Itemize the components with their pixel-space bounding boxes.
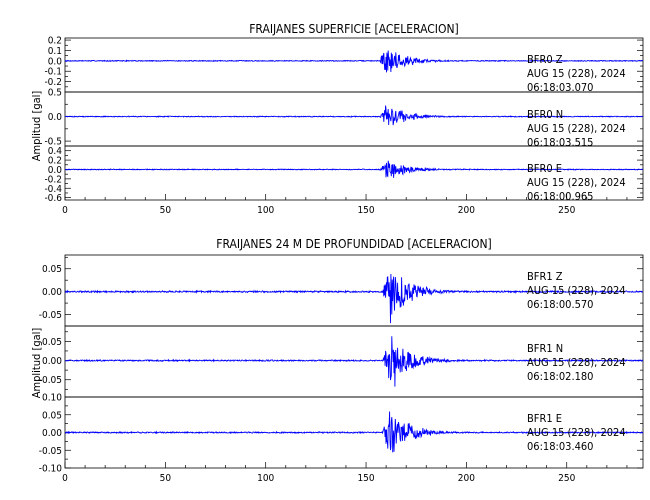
y-tick-label: -0.05 — [39, 310, 62, 321]
x-axis: 0 50 100 150 200 250 — [62, 462, 628, 484]
y-tick-label: 0.10 — [42, 393, 62, 404]
trace-panel-bfr0-e: 0.40.20.0-0.2-0.4-0.6 — [44, 145, 644, 204]
y-tick-label: 0.2 — [48, 36, 62, 47]
y-tick-label: 0.4 — [48, 146, 63, 157]
seismic-trace — [64, 273, 643, 324]
seismic-trace — [64, 411, 644, 453]
y-tick-label: 0.2 — [48, 156, 62, 167]
x-tick-label: 100 — [257, 205, 274, 216]
seismic-trace — [64, 336, 643, 387]
y-tick-label: 0.5 — [48, 88, 62, 99]
x-tick-label: 200 — [458, 205, 475, 216]
group-surface: FRAIJANES SUPERFICIE [ACELERACION] Ampli… — [30, 22, 644, 216]
record-time: 06:18:03.515 — [527, 136, 593, 149]
x-tick-label: 250 — [558, 473, 575, 484]
group-title: FRAIJANES 24 M DE PROFUNDIDAD [ACELERACI… — [216, 237, 491, 251]
x-tick-label: 250 — [558, 205, 575, 216]
record-time: 06:18:00.965 — [527, 190, 593, 203]
y-tick-label: 0.00 — [42, 287, 62, 298]
record-time: 06:18:03.070 — [527, 81, 593, 94]
trace-panel-bfr1-z: 0.05 0.00 -0.05 — [39, 254, 644, 327]
y-tick-label: 0.1 — [48, 46, 62, 57]
record-date: AUG 15 (228), 2024 — [527, 356, 626, 369]
y-tick-label: 0.0 — [48, 112, 63, 123]
y-tick-label: -0.2 — [44, 77, 62, 88]
y-tick-label: 0.0 — [48, 56, 63, 67]
station-label: BFR0 N — [527, 108, 563, 121]
y-tick-label: -0.2 — [44, 174, 62, 185]
record-date: AUG 15 (228), 2024 — [527, 426, 626, 439]
y-tick-label: -0.1 — [44, 67, 62, 78]
y-tick-label: -0.6 — [44, 193, 62, 204]
x-tick-label: 50 — [160, 473, 172, 484]
y-tick-label: -0.05 — [39, 446, 62, 457]
record-date: AUG 15 (228), 2024 — [527, 176, 626, 189]
record-date: AUG 15 (228), 2024 — [527, 67, 626, 80]
y-tick-label: 0.0 — [48, 165, 63, 176]
panel-frame — [64, 145, 644, 201]
record-time: 06:18:03.460 — [527, 440, 593, 453]
y-tick-label: 0.05 — [42, 337, 62, 348]
y-axis-label: Amplitud [gal] — [30, 91, 43, 162]
y-tick-label: -0.4 — [44, 184, 62, 195]
x-tick-label: 50 — [160, 205, 172, 216]
y-axis-label: Amplitud [gal] — [30, 328, 43, 399]
x-tick-label: 150 — [357, 473, 374, 484]
record-date: AUG 15 (228), 2024 — [527, 284, 626, 297]
y-tick-label: 0.00 — [42, 356, 62, 367]
record-time: 06:18:00.570 — [527, 298, 593, 311]
station-label: BFR0 Z — [527, 53, 563, 66]
x-tick-label: 100 — [257, 473, 274, 484]
station-label: BFR0 E — [527, 162, 562, 175]
station-label: BFR1 E — [527, 412, 562, 425]
trace-panel-bfr1-e: 0.10 0.05 0.00 -0.05 -0.10 — [39, 393, 644, 475]
y-tick-label: -0.10 — [39, 464, 63, 475]
y-tick-label: 0.05 — [42, 264, 62, 275]
seismic-trace — [64, 105, 644, 126]
group-title: FRAIJANES SUPERFICIE [ACELERACION] — [249, 22, 459, 36]
x-tick-label: 150 — [357, 205, 374, 216]
x-tick-label: 0 — [62, 205, 68, 216]
x-axis: 0 50 100 150 200 250 — [62, 194, 628, 216]
y-tick-label: 0.05 — [42, 410, 62, 421]
record-time: 06:18:02.180 — [527, 370, 593, 383]
y-tick-label: -0.05 — [39, 375, 62, 386]
group-depth: FRAIJANES 24 M DE PROFUNDIDAD [ACELERACI… — [30, 237, 644, 484]
y-tick-label: -0.5 — [44, 137, 62, 148]
station-label: BFR1 Z — [527, 270, 563, 283]
seismic-trace — [65, 160, 644, 178]
y-tick-label: 0.00 — [42, 428, 62, 439]
x-tick-label: 0 — [62, 473, 68, 484]
record-date: AUG 15 (228), 2024 — [527, 122, 626, 135]
trace-panel-bfr1-n: 0.05 0.00 -0.05 — [39, 325, 644, 398]
station-label: BFR1 N — [527, 342, 563, 355]
x-tick-label: 200 — [458, 473, 475, 484]
seismic-trace — [64, 50, 644, 73]
